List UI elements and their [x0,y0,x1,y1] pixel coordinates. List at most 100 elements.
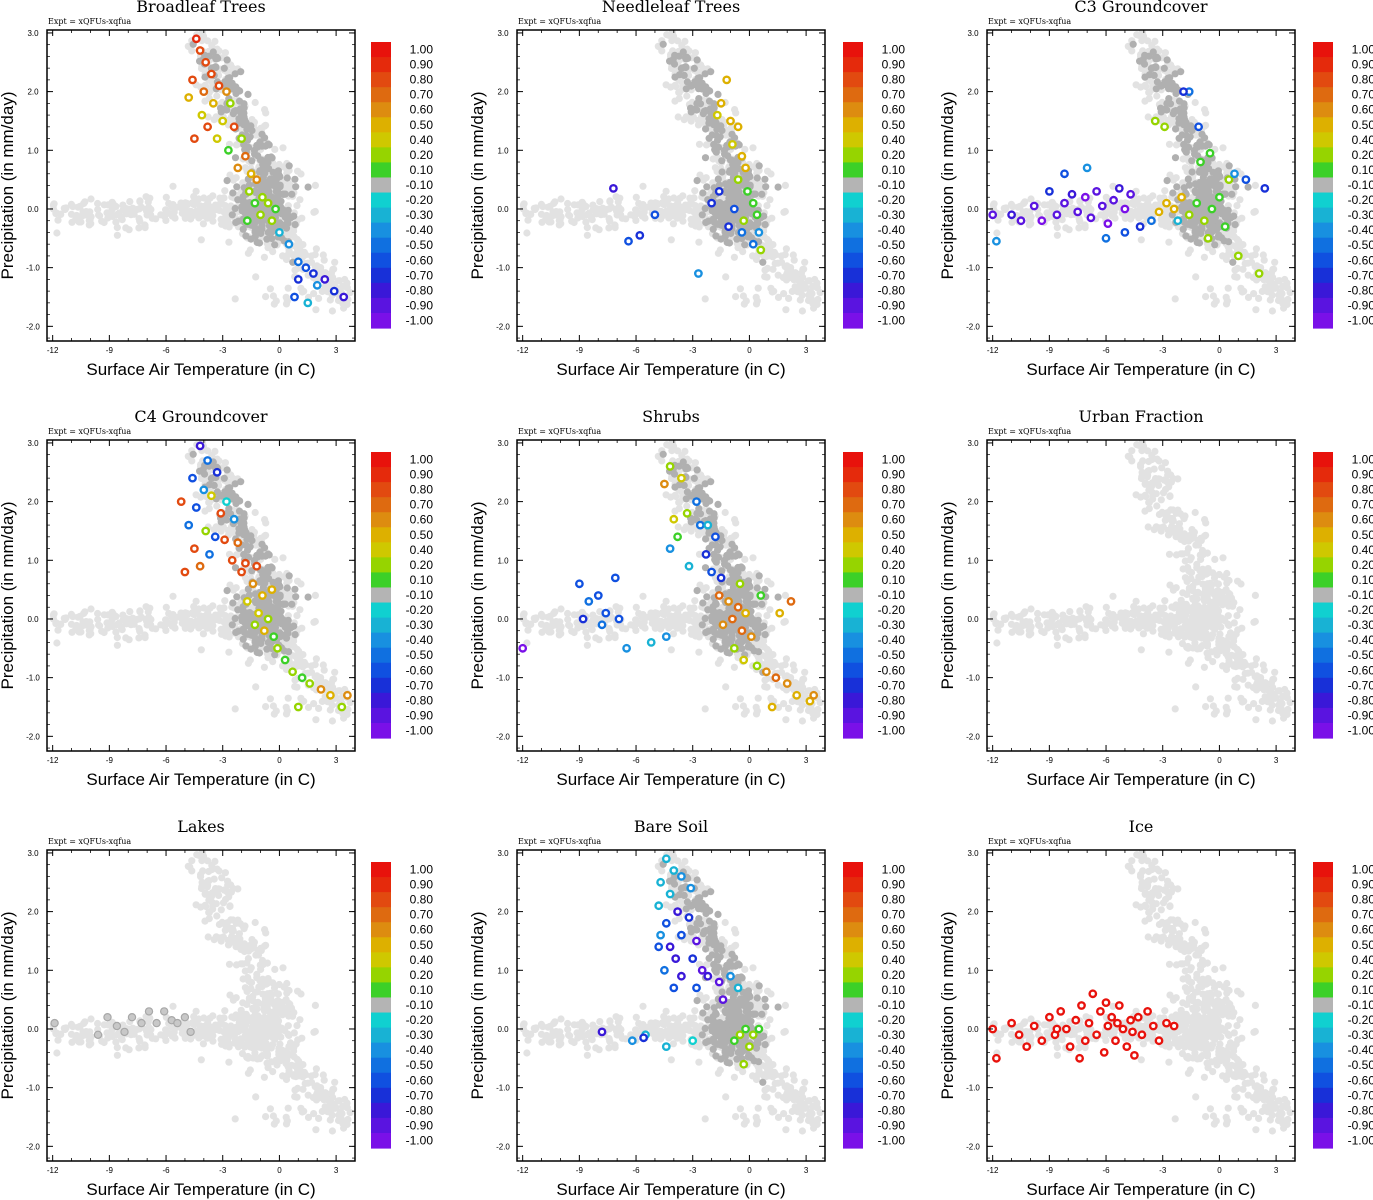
background-point [294,264,302,272]
background-point [1053,223,1061,232]
data-point [250,198,260,208]
background-point [282,710,291,718]
neutral-point [728,130,736,138]
colorbar-label: -0.60 [878,253,906,267]
colorbar-label: -0.70 [1348,268,1373,282]
data-point [223,145,233,155]
background-point [60,614,68,622]
background-point [346,289,354,297]
background-point [1148,41,1156,50]
background-point [215,200,223,209]
colorbar-cell [843,177,863,194]
background-point [736,285,745,293]
background-point [1144,37,1152,45]
background-point [187,207,195,215]
neutral-point [741,174,750,182]
colorbar-cell [1313,102,1333,118]
background-point [1169,176,1177,184]
y-tick-label: 1.0 [497,146,509,155]
background-point [545,218,553,226]
background-point [549,208,557,216]
colorbar-cell [843,297,863,314]
data-point [1215,192,1224,202]
neutral-point [761,175,769,183]
colorbar-label: 0.60 [882,103,906,117]
neutral-point [1169,189,1177,197]
background-point [794,276,802,284]
background-point [209,217,217,225]
neutral-point [699,110,708,118]
background-point [606,217,614,225]
data-point [1260,183,1270,193]
data-point [274,227,284,237]
colorbar-cell [371,72,391,88]
background-point [589,201,597,209]
colorbar-cell [843,237,863,254]
neutral-point [712,131,720,140]
background-point [126,198,134,206]
background-point [113,223,121,232]
neutral-point [1171,70,1179,78]
background-point [198,30,207,36]
neutral-point [717,202,725,210]
data-point [303,298,313,308]
background-point [244,659,252,667]
neutral-point [234,196,242,204]
background-point [296,606,304,614]
neutral-point [753,174,761,182]
neutral-point [231,154,240,162]
background-point [53,639,61,647]
background-point [197,236,205,244]
neutral-point [291,631,299,639]
colorbar-cell [843,282,863,299]
data-point [1192,198,1202,208]
neutral-point [1187,221,1195,229]
neutral-point [280,600,288,608]
colorbar-cell [371,282,391,299]
colorbar-label: -0.20 [878,193,906,207]
background-point [659,16,666,23]
background-point [1255,294,1263,302]
data-point [988,210,998,220]
data-point [1092,186,1102,196]
data-point [1080,192,1090,202]
colorbar-label: -0.50 [1348,238,1373,252]
background-point [1252,306,1260,314]
data-point [271,204,280,214]
neutral-point [1171,154,1180,162]
colorbar-cell [1313,57,1333,73]
background-point [57,210,65,218]
background-point [312,716,320,724]
neutral-point [272,188,280,196]
background-point [112,621,121,629]
colorbar-label: 0.80 [1352,73,1373,87]
neutral-point [1184,175,1192,183]
background-point [290,637,298,645]
colorbar-cell [371,132,391,148]
background-point [695,140,704,148]
neutral-point [1182,119,1190,127]
background-point [696,171,704,179]
background-point [318,287,326,295]
background-point [331,258,339,266]
background-point [1234,264,1242,272]
background-point [310,618,318,626]
colorbar-label: 0.20 [410,148,434,162]
background-point [564,199,572,208]
background-point [112,211,121,219]
background-point [199,616,207,624]
background-point [690,194,698,202]
background-point [766,196,774,204]
background-point [1239,241,1247,249]
y-tick-label: 0.0 [497,205,509,214]
neutral-point [228,79,236,88]
background-point [555,217,563,225]
data-point [716,98,726,108]
background-point [1250,208,1258,216]
neutral-point [248,209,256,217]
background-point [1215,160,1223,169]
background-point [260,532,269,540]
background-point [765,252,773,260]
background-point [537,210,546,218]
